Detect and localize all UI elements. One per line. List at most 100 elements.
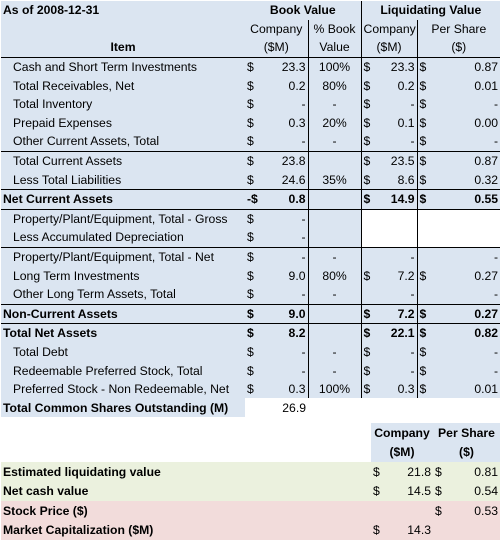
lv-currency: $: [360, 303, 382, 325]
table-row: Property/Plant/Equipment, Total - Net $ - -…: [1, 246, 500, 267]
summary-company-currency: $: [371, 481, 387, 501]
row-label: Non-Current Assets: [1, 303, 245, 325]
bv-value: 23.3: [265, 57, 308, 77]
row-label: Property/Plant/Equipment, Total - Net: [1, 246, 245, 267]
ps-currency: $: [416, 76, 436, 95]
bv-currency: $: [245, 76, 265, 95]
bv-value: 8.2: [265, 323, 308, 343]
bv-currency: $: [245, 57, 265, 77]
lv-value: 0.3: [381, 379, 418, 399]
lv-currency: $: [360, 170, 382, 190]
row-label: Redeemable Preferred Stock, Total: [1, 361, 245, 380]
pct-book-value: -: [307, 246, 362, 267]
ps-currency: $: [416, 132, 436, 152]
shares-outstanding-label: Total Common Shares Outstanding (M): [1, 398, 245, 418]
summary-label: Net cash value: [1, 481, 371, 501]
row-label: Total Current Assets: [1, 150, 245, 171]
lv-value: -: [381, 246, 418, 267]
table-row: Total Net Assets $8.2 $22.1 $0.82: [1, 323, 500, 343]
bv-value: 0.2: [265, 76, 308, 95]
lv-currency: $: [360, 113, 382, 133]
ps-currency: [416, 284, 436, 304]
pct-book-value: [307, 228, 362, 248]
lv-value: 14.9: [381, 188, 418, 210]
lv-value: -: [381, 342, 418, 362]
pct-book-value: 80%: [307, 76, 362, 95]
summary-company-currency: $: [371, 520, 387, 540]
summary-ps-currency: $: [433, 501, 451, 521]
pct-book-value: 20%: [307, 113, 362, 133]
summary-label: Estimated liquidating value: [1, 462, 371, 482]
lv-currency: $: [360, 94, 382, 114]
ps-currency: $: [416, 266, 436, 285]
summary-row: Stock Price ($) $0.53: [1, 501, 500, 521]
summary-unit-header: ($M): [371, 442, 433, 462]
shares-outstanding-row: Total Common Shares Outstanding (M) 26.9: [1, 398, 500, 418]
lv-company-header: Company: [360, 19, 418, 39]
bv-value: -: [265, 209, 308, 229]
summary-row: Net cash value $14.5 $0.54: [1, 481, 500, 501]
bv-value: -: [265, 284, 308, 304]
ps-currency: $: [416, 379, 436, 399]
pct-book-value: -: [307, 342, 362, 362]
pct-book-value: [307, 323, 362, 343]
lv-currency: $: [360, 361, 382, 380]
summary-label: Market Capitalization ($M): [1, 520, 371, 540]
summary-row: Market Capitalization ($M) $14.3: [1, 520, 500, 540]
summary-company-value: 14.5: [387, 481, 433, 501]
lv-currency: $: [360, 323, 382, 343]
lv-currency: [360, 209, 382, 229]
lv-value: [381, 209, 418, 229]
bv-currency: -$: [245, 188, 265, 210]
summary-per-share-header: Per Share: [433, 423, 500, 443]
header-row-3: Item ($M) Value ($M) ($): [1, 38, 500, 58]
lv-currency: [360, 228, 382, 248]
ps-currency: $: [416, 113, 436, 133]
row-label: Net Current Assets: [1, 188, 245, 210]
bv-currency: $: [245, 113, 265, 133]
pct-book-value: -: [307, 361, 362, 380]
bv-currency: $: [245, 132, 265, 152]
bv-currency: $: [245, 342, 265, 362]
pct-book-value: 80%: [307, 266, 362, 285]
summary-row: Estimated liquidating value $21.8 $0.81: [1, 462, 500, 482]
bv-currency: $: [245, 303, 265, 325]
bv-currency: $: [245, 284, 265, 304]
bv-currency: $: [245, 323, 265, 343]
row-label: Long Term Investments: [1, 266, 245, 285]
row-label: Cash and Short Term Investments: [1, 57, 245, 77]
summary-company-currency: $: [371, 462, 387, 482]
bv-currency: $: [245, 94, 265, 114]
pct-book-value: -: [307, 284, 362, 304]
bv-value: 9.0: [265, 303, 308, 325]
table-row: Total Inventory $ - - $ - $ -: [1, 94, 500, 114]
bv-value: -: [265, 94, 308, 114]
ps-value: -: [435, 246, 500, 267]
summary-ps-value: 0.81: [451, 462, 500, 482]
ps-unit-header: ($): [416, 38, 500, 58]
summary-company-value: 21.8: [387, 462, 433, 482]
lv-currency: $: [360, 57, 382, 77]
table-row: Less Total Liabilities $24.6 35% $8.6 $0.32: [1, 170, 500, 190]
pct-book-value: [307, 150, 362, 171]
row-label: Other Long Term Assets, Total: [1, 284, 245, 304]
ps-value: 0.32: [435, 170, 500, 190]
table-row: Redeemable Preferred Stock, Total $ - - $ - $ -: [1, 361, 500, 380]
table-row: Long Term Investments $9.0 80% $7.2 $0.27: [1, 266, 500, 285]
bv-value: 0.3: [265, 113, 308, 133]
header-row-1: As of 2008-12-31 Book Value Liquidating …: [1, 1, 500, 20]
bv-value: 24.6: [265, 170, 308, 190]
liquidating-value-header: Liquidating Value: [360, 1, 500, 20]
ps-currency: $: [416, 361, 436, 380]
lv-per-share-header: Per Share: [416, 19, 500, 39]
lv-currency: $: [360, 266, 382, 285]
ps-value: 0.27: [435, 303, 500, 325]
bv-value: 0.8: [265, 188, 308, 210]
lv-value: -: [381, 132, 418, 152]
pct-book-value: -: [307, 132, 362, 152]
bv-value: 9.0: [265, 266, 308, 285]
ps-currency: $: [416, 150, 436, 171]
ps-currency: $: [416, 323, 436, 343]
table-row: Prepaid Expenses $0.3 20% $0.1 $0.00: [1, 113, 500, 133]
summary-company-value: 14.3: [387, 520, 433, 540]
